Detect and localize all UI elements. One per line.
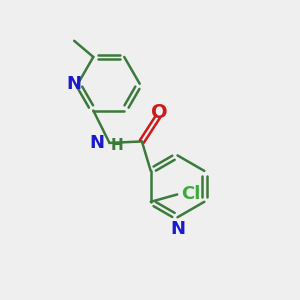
Text: N: N bbox=[89, 134, 104, 152]
Text: Cl: Cl bbox=[181, 185, 200, 203]
Text: N: N bbox=[67, 75, 82, 93]
Text: H: H bbox=[111, 138, 124, 153]
Text: N: N bbox=[170, 220, 185, 238]
Text: O: O bbox=[151, 103, 168, 122]
